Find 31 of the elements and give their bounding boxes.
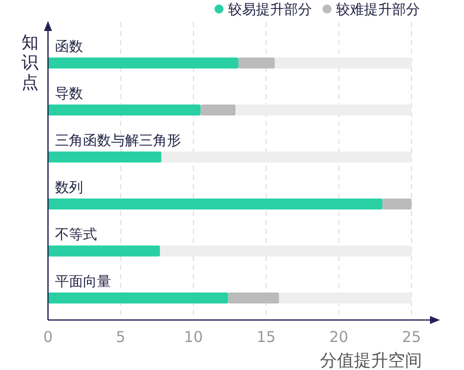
- bar: [161, 152, 412, 162]
- x-tick-label: 0: [43, 328, 53, 346]
- y-tick-label: 导数: [55, 86, 83, 102]
- bar: [48, 246, 160, 256]
- bar: [160, 246, 412, 256]
- y-tick-label: 平面向量: [55, 274, 111, 290]
- bar: [236, 104, 412, 116]
- bar: [279, 292, 412, 304]
- bar: [48, 104, 201, 116]
- y-tick-label: 函数: [55, 39, 83, 55]
- bar: [48, 198, 382, 210]
- legend-label: 较易提升部分: [228, 2, 312, 18]
- x-axis-title: 分值提升空间: [320, 351, 422, 370]
- legend-label: 较难提升部分: [336, 2, 420, 18]
- x-tick-label: 5: [116, 328, 126, 346]
- y-tick-label: 三角函数与解三角形: [55, 133, 181, 149]
- x-tick-label: 15: [256, 328, 276, 346]
- bar: [48, 292, 228, 304]
- bar: [200, 104, 236, 116]
- x-tick-label: 10: [184, 328, 203, 346]
- bar: [228, 292, 280, 304]
- bar: [48, 152, 162, 162]
- y-tick-label: 数列: [55, 180, 83, 196]
- bar: [274, 58, 412, 68]
- y-axis-title: 知识点: [22, 33, 38, 93]
- y-tick-label: 不等式: [55, 227, 97, 243]
- bar: [48, 58, 238, 68]
- bar: [382, 198, 412, 210]
- x-tick-label: 25: [402, 328, 422, 346]
- x-tick-label: 20: [329, 328, 348, 346]
- bar: [238, 58, 275, 68]
